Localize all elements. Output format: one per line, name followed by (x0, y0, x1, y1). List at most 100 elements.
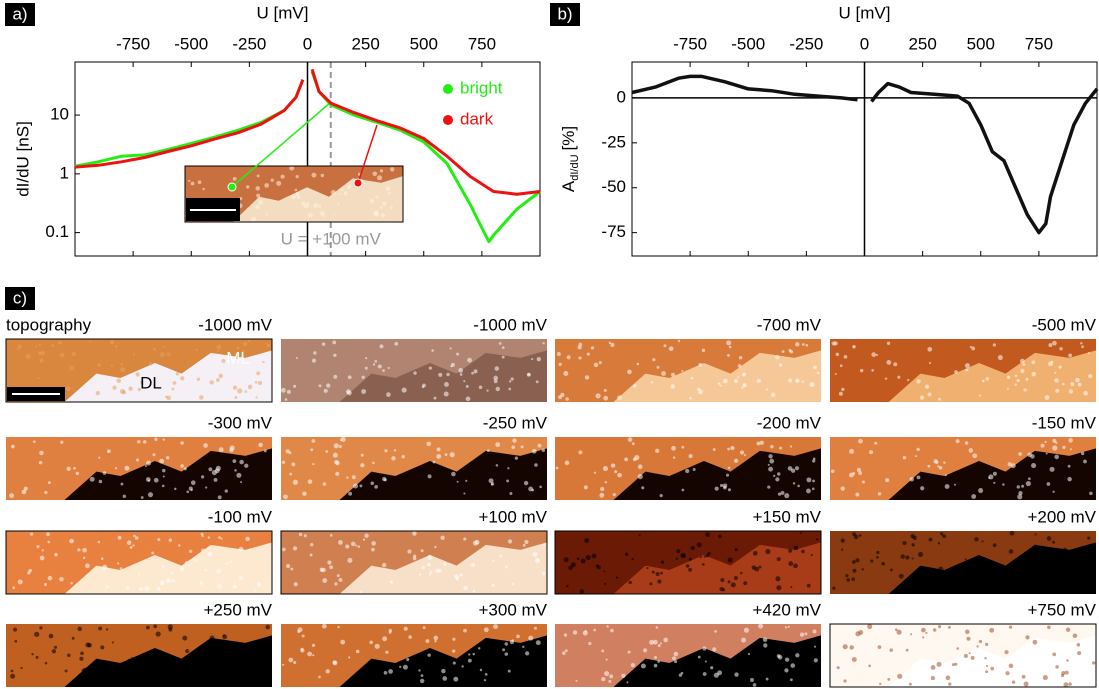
image-speck (942, 586, 946, 590)
image-speck (522, 543, 526, 547)
image-speck (813, 365, 817, 370)
image-speck (947, 625, 951, 629)
image-speck (856, 467, 861, 472)
image-speck (256, 582, 262, 587)
image-speck (120, 363, 124, 366)
image-speck (25, 353, 31, 359)
image-speck (137, 387, 141, 392)
stm-image (555, 623, 821, 687)
image-speck (58, 341, 62, 345)
image-speck (100, 557, 104, 561)
image-speck (333, 374, 338, 379)
image-speck (1006, 375, 1011, 379)
image-speck (525, 651, 530, 656)
image-speck (338, 192, 341, 195)
image-speck (31, 653, 34, 656)
image-speck (504, 565, 508, 569)
image-speck (1031, 463, 1037, 469)
image-border (554, 530, 822, 595)
image-speck (1065, 627, 1071, 632)
image-speck (493, 375, 499, 381)
image-speck (588, 641, 592, 646)
image-speck (717, 670, 722, 676)
image-speck (301, 201, 306, 206)
image-speck (1045, 452, 1048, 455)
image-speck (336, 574, 340, 578)
image-speck (1011, 680, 1016, 684)
image-speck (449, 452, 455, 458)
image-speck (660, 560, 665, 564)
image-speck (595, 393, 601, 399)
image-speck (1021, 674, 1026, 679)
image-speck (1002, 483, 1005, 486)
image-speck (900, 554, 906, 559)
image-speck (627, 650, 631, 654)
image-speck (153, 477, 159, 483)
image-speck (41, 549, 44, 552)
image-speck (264, 183, 270, 188)
image-speck (969, 345, 972, 348)
legend-label: dark (460, 109, 494, 128)
image-speck (993, 572, 999, 577)
image-speck (218, 536, 221, 539)
image-speck (311, 439, 316, 443)
voltage-label: +750 mV (1027, 600, 1096, 619)
image-speck (159, 580, 165, 586)
image-speck (483, 627, 489, 633)
image-speck (483, 679, 487, 682)
image-speck (763, 643, 768, 648)
image-speck (712, 448, 716, 451)
image-speck (699, 556, 702, 559)
image-speck (1054, 378, 1059, 383)
image-speck (361, 375, 365, 379)
image-speck (626, 681, 629, 684)
image-speck (788, 548, 793, 553)
image-speck (340, 639, 346, 645)
image-speck (1016, 485, 1020, 489)
image-speck (659, 493, 663, 498)
image-speck (984, 656, 987, 660)
image-speck (360, 453, 364, 457)
image-speck (472, 540, 479, 546)
image-speck (974, 537, 979, 542)
image-speck (1052, 445, 1058, 451)
image-speck (303, 534, 307, 538)
image-speck (830, 469, 835, 474)
image-speck (927, 392, 932, 397)
y-tick-label: 10 (50, 105, 69, 124)
image-speck (967, 585, 970, 588)
image-speck (436, 453, 442, 459)
image-speck (240, 481, 243, 484)
image-speck (793, 545, 799, 551)
image-speck (152, 453, 156, 457)
image-speck (35, 655, 39, 659)
image-speck (646, 566, 649, 570)
image-speck (663, 344, 667, 348)
image-speck (166, 395, 171, 401)
image-speck (372, 171, 378, 177)
image-speck (981, 540, 984, 543)
image-speck (200, 532, 204, 536)
image-speck (537, 443, 542, 448)
image-speck (938, 566, 944, 572)
image-speck (39, 626, 43, 630)
image-speck (912, 535, 917, 540)
image-speck (965, 368, 969, 372)
image-speck (286, 389, 291, 394)
image-speck (1009, 530, 1015, 536)
image-speck (465, 479, 468, 482)
image-speck (332, 340, 337, 345)
image-speck (1067, 476, 1072, 482)
image-speck (833, 341, 838, 346)
image-speck (663, 637, 669, 643)
image-speck (784, 657, 790, 662)
image-speck (902, 540, 907, 546)
image-speck (718, 534, 722, 539)
image-speck (1044, 395, 1050, 400)
image-speck (111, 641, 114, 644)
image-speck (955, 439, 960, 444)
image-speck (838, 391, 843, 396)
image-speck (322, 482, 327, 486)
image-speck (311, 358, 317, 363)
image-speck (171, 387, 175, 391)
